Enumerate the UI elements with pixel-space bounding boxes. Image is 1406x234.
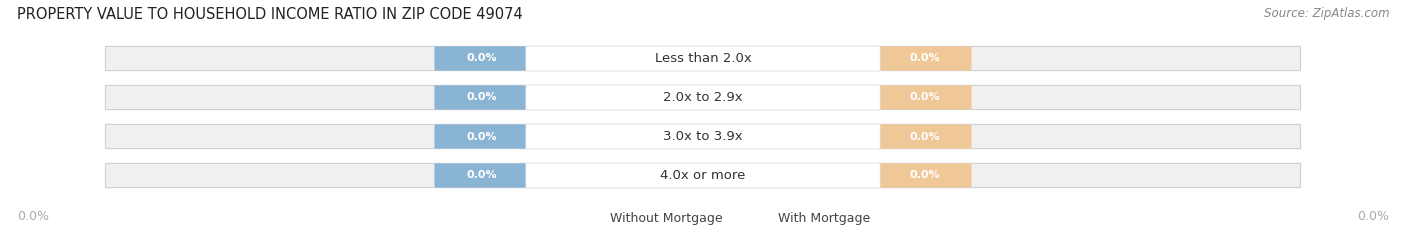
Text: 2.0x to 2.9x: 2.0x to 2.9x: [664, 91, 742, 104]
FancyBboxPatch shape: [105, 85, 1301, 110]
Text: 0.0%: 0.0%: [910, 54, 939, 63]
FancyBboxPatch shape: [877, 163, 972, 188]
Text: 0.0%: 0.0%: [467, 54, 496, 63]
Text: 3.0x to 3.9x: 3.0x to 3.9x: [664, 130, 742, 143]
Text: With Mortgage: With Mortgage: [778, 212, 870, 225]
FancyBboxPatch shape: [105, 124, 1301, 149]
FancyBboxPatch shape: [434, 124, 529, 149]
Text: 0.0%: 0.0%: [910, 132, 939, 142]
Text: Less than 2.0x: Less than 2.0x: [655, 52, 751, 65]
Text: 0.0%: 0.0%: [1357, 210, 1389, 223]
Text: 0.0%: 0.0%: [467, 171, 496, 180]
FancyBboxPatch shape: [877, 85, 972, 110]
FancyBboxPatch shape: [105, 163, 1301, 188]
Text: 4.0x or more: 4.0x or more: [661, 169, 745, 182]
Text: PROPERTY VALUE TO HOUSEHOLD INCOME RATIO IN ZIP CODE 49074: PROPERTY VALUE TO HOUSEHOLD INCOME RATIO…: [17, 7, 523, 22]
Text: Source: ZipAtlas.com: Source: ZipAtlas.com: [1264, 7, 1389, 20]
FancyBboxPatch shape: [526, 85, 880, 110]
FancyBboxPatch shape: [434, 46, 529, 71]
FancyBboxPatch shape: [105, 46, 1301, 71]
FancyBboxPatch shape: [526, 124, 880, 149]
FancyBboxPatch shape: [526, 46, 880, 71]
Text: 0.0%: 0.0%: [910, 171, 939, 180]
Text: 0.0%: 0.0%: [910, 92, 939, 102]
Text: 0.0%: 0.0%: [17, 210, 49, 223]
FancyBboxPatch shape: [526, 163, 880, 188]
FancyBboxPatch shape: [877, 124, 972, 149]
FancyBboxPatch shape: [434, 163, 529, 188]
Text: Without Mortgage: Without Mortgage: [610, 212, 723, 225]
FancyBboxPatch shape: [877, 46, 972, 71]
Text: 0.0%: 0.0%: [467, 92, 496, 102]
FancyBboxPatch shape: [434, 85, 529, 110]
Text: 0.0%: 0.0%: [467, 132, 496, 142]
